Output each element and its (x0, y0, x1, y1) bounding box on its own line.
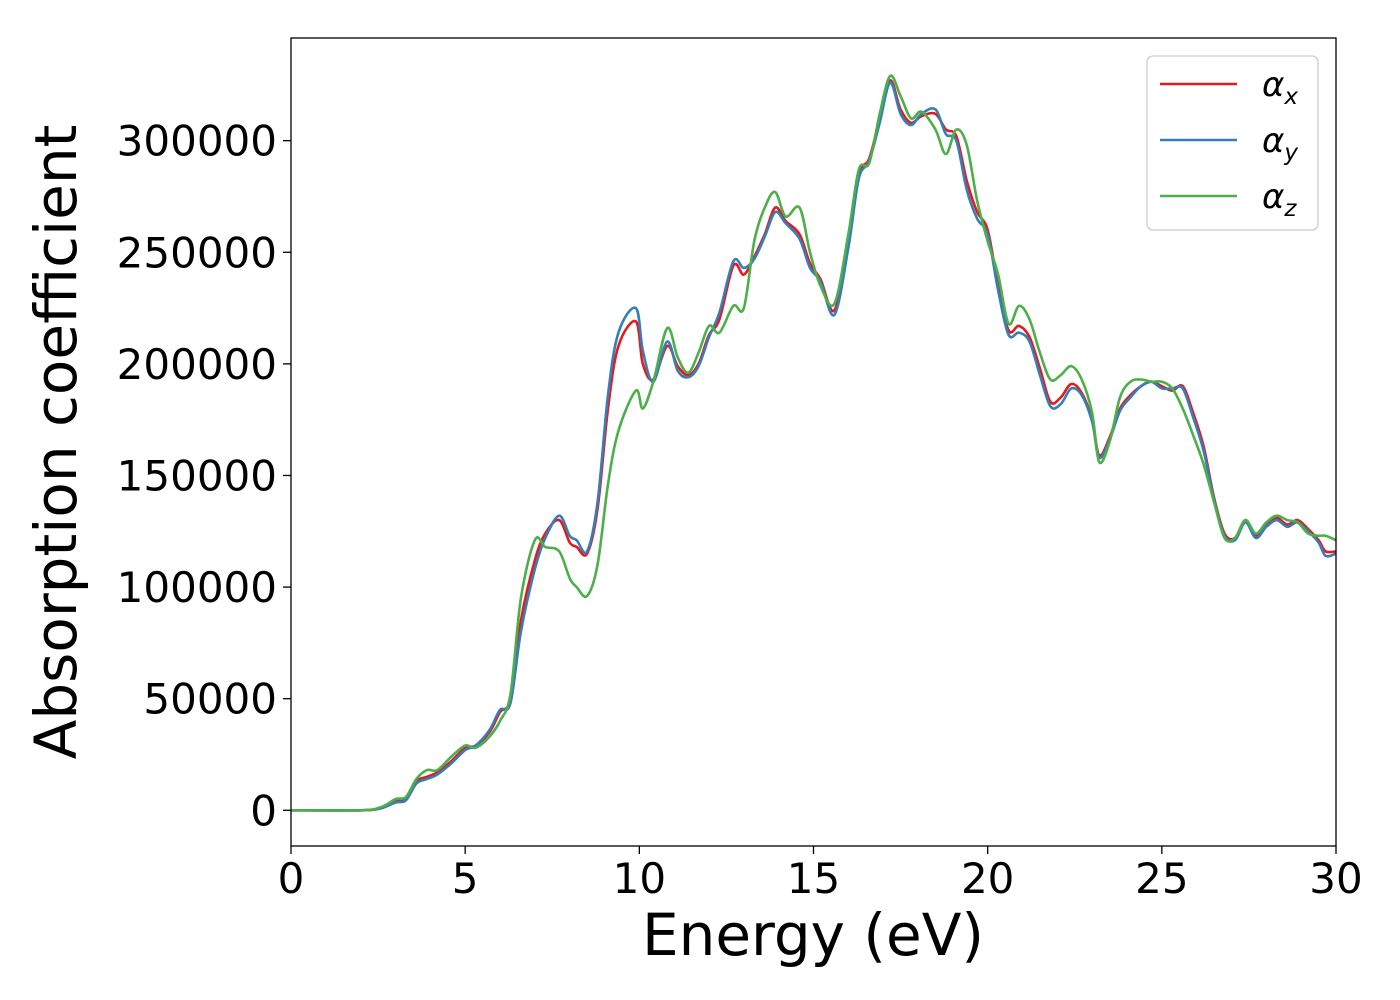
series-line-z (291, 74, 1336, 812)
series-line-x (291, 79, 1336, 812)
x-tick-label: 10 (613, 854, 666, 903)
x-tick-label: 15 (787, 854, 840, 903)
y-tick-label: 200000 (117, 340, 277, 389)
legend-label-z: αz (1262, 177, 1297, 222)
y-tick-label: 250000 (117, 228, 277, 277)
series-layer (291, 74, 1336, 812)
legend-label-x: αx (1262, 65, 1298, 110)
x-tick-label: 30 (1309, 854, 1362, 903)
y-tick-label: 300000 (117, 117, 277, 166)
x-tick-label: 25 (1135, 854, 1188, 903)
y-tick-label: 0 (250, 786, 277, 835)
x-axis: 0 5 10 15 20 25 30 (278, 846, 1363, 903)
y-tick-label: 150000 (117, 451, 277, 500)
x-tick-label: 0 (278, 854, 305, 903)
legend: αx αy αz (1146, 55, 1319, 231)
y-tick-label: 100000 (117, 563, 277, 612)
x-tick-label: 5 (452, 854, 479, 903)
y-tick-label: 50000 (143, 675, 277, 724)
legend-frame (1146, 55, 1319, 231)
x-axis-title: Energy (eV) (642, 901, 984, 969)
y-axis: 0 50000 100000 150000 200000 250000 300000 (117, 117, 291, 835)
legend-label-y: αy (1262, 121, 1298, 166)
x-tick-label: 20 (961, 854, 1014, 903)
y-axis-title: Absorption coefficient (22, 125, 90, 760)
